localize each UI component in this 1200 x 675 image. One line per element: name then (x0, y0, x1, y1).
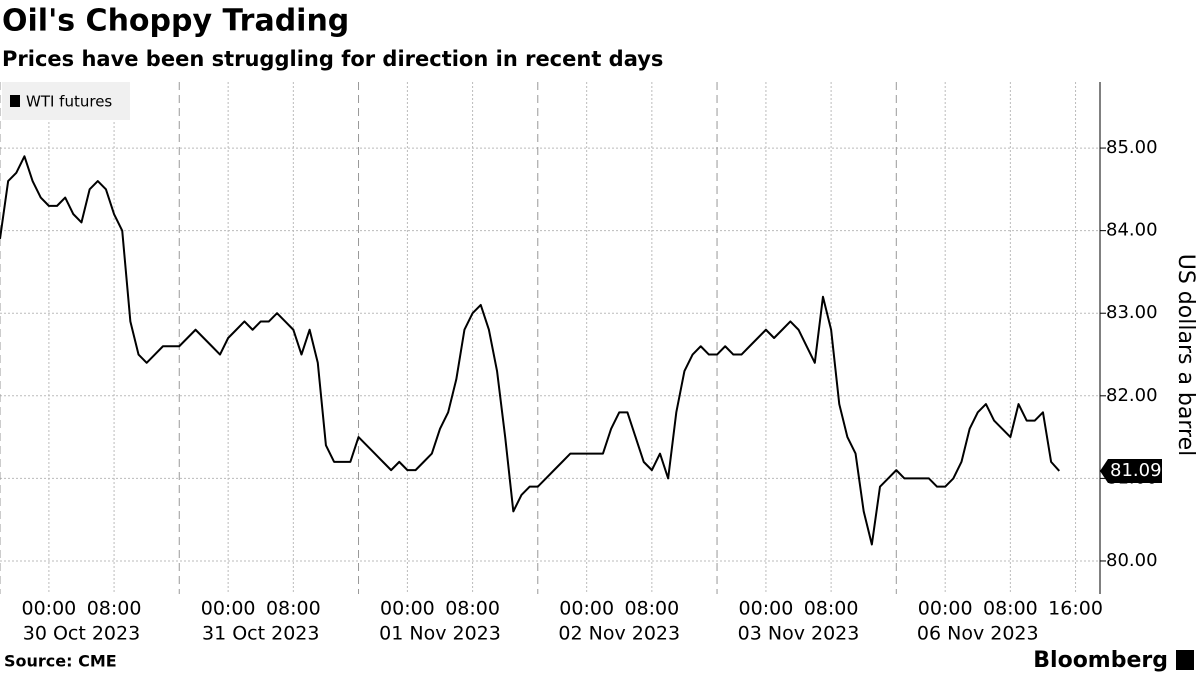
chart-title: Oil's Choppy Trading (2, 4, 349, 39)
x-tick-label: 08:00 (624, 598, 679, 620)
x-tick-label: 08:00 (983, 598, 1038, 620)
legend-box (2, 82, 130, 120)
credit: Bloomberg (1033, 648, 1168, 673)
y-axis-label: US dollars a barrel (1173, 254, 1198, 456)
last-value-label: 81.09 (1110, 460, 1162, 481)
x-tick-label: 00:00 (918, 598, 973, 620)
legend-swatch (10, 95, 20, 107)
last-value-box (1100, 458, 1162, 483)
x-tick-label: 00:00 (559, 598, 614, 620)
x-tick-label: 00:00 (201, 598, 256, 620)
logo-icon (1176, 650, 1194, 670)
y-tick-label: 85.00 (1106, 137, 1158, 158)
y-tick-label: 83.00 (1106, 302, 1158, 323)
x-tick-label: 08:00 (266, 598, 321, 620)
x-tick-label: 08:00 (804, 598, 859, 620)
x-date-label: 30 Oct 2023 (23, 623, 140, 645)
x-date-label: 31 Oct 2023 (202, 623, 319, 645)
legend-label: WTI futures (26, 93, 112, 111)
x-tick-label: 00:00 (739, 598, 794, 620)
y-tick-label: 84.00 (1106, 220, 1158, 241)
x-date-label: 02 Nov 2023 (558, 623, 680, 645)
x-tick-label: 08:00 (87, 598, 142, 620)
price-line (0, 155, 1061, 546)
y-tick-label: 80.00 (1106, 550, 1158, 571)
x-date-label: 06 Nov 2023 (917, 623, 1039, 645)
x-date-label: 01 Nov 2023 (379, 623, 501, 645)
x-tick-label: 00:00 (380, 598, 435, 620)
x-date-label: 03 Nov 2023 (738, 623, 860, 645)
x-tick-label: 00:00 (22, 598, 77, 620)
y-tick-label: 82.00 (1106, 385, 1158, 406)
source: Source: CME (4, 652, 117, 671)
chart-subtitle: Prices have been struggling for directio… (2, 47, 663, 71)
x-tick-label: 16:00 (1048, 598, 1103, 620)
x-tick-label: 08:00 (445, 598, 500, 620)
